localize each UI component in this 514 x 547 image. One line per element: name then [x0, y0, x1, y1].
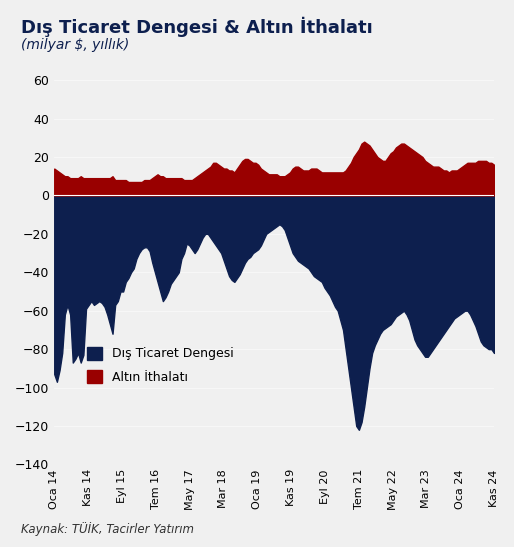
Text: Kaynak: TÜİK, Tacirler Yatırım: Kaynak: TÜİK, Tacirler Yatırım [21, 522, 194, 536]
Legend: Dış Ticaret Dengesi, Altın İthalatı: Dış Ticaret Dengesi, Altın İthalatı [82, 342, 239, 389]
Text: (milyar $, yıllık): (milyar $, yıllık) [21, 38, 129, 53]
Text: Dış Ticaret Dengesi & Altın İthalatı: Dış Ticaret Dengesi & Altın İthalatı [21, 16, 372, 37]
